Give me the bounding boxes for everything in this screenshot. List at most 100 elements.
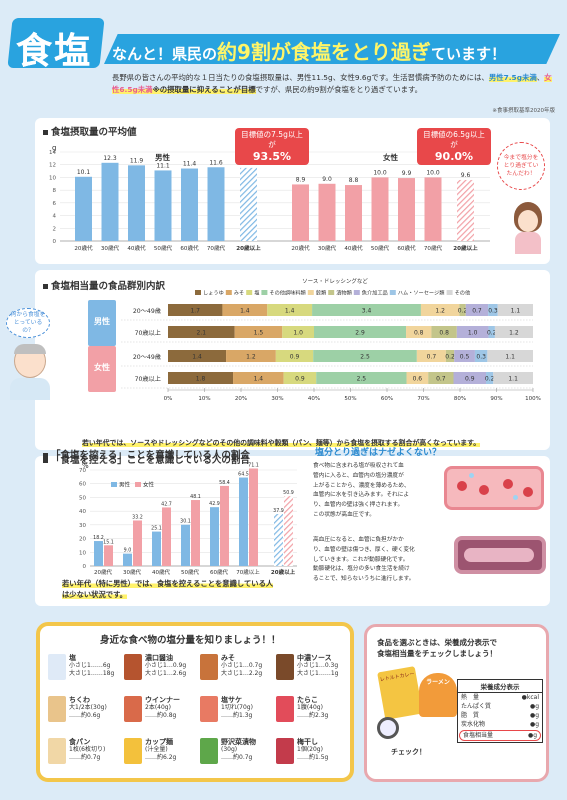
vessel-illustration-1: [444, 466, 544, 510]
aware-y-unit: %: [82, 462, 89, 470]
intake-x-tick: 30歳代: [318, 244, 337, 252]
aware-bar: [152, 531, 161, 566]
intake-y-tick: 8: [53, 188, 57, 194]
breakdown-row-label: 70歳以上: [135, 375, 161, 383]
intake-x-tick: 30歳代: [101, 244, 120, 252]
intake-y-tick: 4: [53, 214, 57, 220]
aware-bar: [249, 468, 258, 566]
breakdown-segment-label: 0.7: [436, 376, 446, 383]
breakdown-legend-item: しょうゆ: [203, 290, 224, 297]
ramen-package: ラーメン: [419, 673, 457, 717]
breakdown-segment: [454, 350, 475, 362]
intake-bar-label: 11.1: [156, 162, 170, 169]
why-title: 塩分とり過ぎはナゼよくない？: [315, 448, 442, 458]
breakdown-row-label: 20～49歳: [133, 307, 161, 315]
breakdown-segment-label: 2.5: [357, 376, 367, 383]
breakdown-segment-label: 1.4: [192, 354, 202, 361]
nutrition-table-rows: 熱 量 ●kcal たんぱく質 ●g 脂 質 ●g 炭水化物 ●g 食塩相当量 ●g: [458, 693, 542, 741]
why-line: り、血管内の壁は強く押されます。: [313, 502, 404, 509]
aware-legend-swatch: [111, 482, 117, 487]
aware-bar-label: 18.2: [93, 535, 104, 541]
breakdown-segment: [283, 372, 317, 384]
breakdown-legend-note: ソース・ドレッシングなど: [302, 277, 368, 285]
breakdown-legend-item: 穀類: [316, 289, 327, 297]
intake-bar: [240, 167, 257, 241]
intake-bar: [75, 176, 92, 241]
why-line: 高血圧になると、血管に負担がかか: [313, 537, 404, 543]
breakdown-x-tick: 10%: [198, 396, 210, 402]
intake-y-tick: 6: [53, 201, 57, 207]
intake-bar: [424, 177, 442, 241]
breakdown-segment-label: 1.2: [435, 308, 445, 315]
intake-x-tick: 20歳代: [74, 244, 93, 252]
food-image: [48, 738, 66, 764]
breakdown-x-tick: 40%: [308, 396, 320, 402]
confused-man-illustration: [8, 344, 52, 400]
breakdown-segment: [465, 304, 489, 316]
headline-bar: [104, 34, 560, 64]
food-name: たらこ: [297, 696, 318, 704]
food-image: [124, 738, 142, 764]
nutrition-value: ●g: [529, 703, 539, 710]
breakdown-segment: [445, 350, 455, 362]
aware-bar: [133, 520, 142, 566]
aware-bar: [94, 541, 103, 566]
breakdown-segment-label: 0.6: [413, 376, 423, 383]
why-line: 上がることから、濃度を薄めるため、: [313, 482, 410, 489]
intake-x-tick: 40歳代: [344, 244, 363, 252]
aware-y-tick: 60: [79, 482, 86, 488]
vessel-illustration-2: [454, 536, 546, 574]
nutrition-row: たんぱく質 ●g: [458, 702, 542, 711]
awareness-note: 若い年代（特に男性）では、食塩を控えることを意識している人 は少ない状況です。: [62, 578, 274, 600]
food-image: [276, 738, 294, 764]
intake-bar: [371, 177, 389, 241]
aware-bar-label: 50.9: [283, 490, 294, 496]
nutrition-value: ●kcal: [521, 694, 539, 701]
breakdown-segment: [313, 350, 417, 362]
aware-bar: [284, 496, 293, 566]
why-line: 動脈硬化は、塩分の多い食生活を続け: [313, 566, 410, 573]
intake-x-tick: 20歳代: [291, 244, 310, 252]
food-item: 塩小さじ1……6g 大さじ1……18g: [69, 654, 114, 679]
breakdown-segment-label: 3.4: [362, 308, 372, 315]
why-line: ることで、知らないうちに進行します。: [313, 576, 415, 583]
breakdown-x-tick: 30%: [271, 396, 283, 402]
nutrition-row: 熱 量 ●kcal: [458, 693, 542, 702]
breakdown-segment-label: 0.9: [465, 376, 475, 383]
breakdown-segment: [431, 326, 457, 338]
intake-y-tick: 10: [49, 175, 56, 181]
food-item: 梅干し 1個(20g) ……約1.5g: [297, 738, 328, 763]
aware-bar-label: 58.4: [219, 480, 230, 486]
food-amount-1: 小さじ1…0.9g: [145, 662, 187, 670]
intake-bar-label: 9.9: [402, 170, 412, 177]
breakdown-legend-swatch: [195, 290, 201, 295]
label-title-line-1: 食品を選ぶときは、栄養成分表示で: [377, 638, 497, 647]
aware-bar-label: 15.1: [103, 539, 114, 545]
source-note: ※食事摂取基準2020年版: [492, 108, 555, 114]
intake-bar: [154, 170, 172, 241]
headline-post: ています！: [430, 45, 506, 63]
intake-bar-label: 11.4: [183, 161, 197, 168]
breakdown-bubble: 何から食塩をとっているの？: [6, 308, 50, 338]
intake-x-tick: 60歳代: [397, 244, 416, 252]
food-amount-2: ……約2.3g: [297, 712, 329, 720]
intake-bar: [318, 183, 336, 241]
food-image: [276, 696, 294, 722]
intake-bar-label: 10.1: [77, 169, 91, 176]
food-image: [200, 696, 218, 722]
breakdown-segment-label: 1.0: [468, 330, 478, 337]
intake-chart: g 0 2 4 6 8 10 12 14 10.1 20歳代 12.3 30歳代 11.9 40歳代 11.1…: [49, 144, 490, 252]
food-image: [200, 738, 218, 764]
headline-pre: なんと！県民の: [112, 45, 218, 63]
breakdown-segment-label: 1.2: [246, 354, 256, 361]
food-amount-2: ……約1.3g: [221, 712, 253, 720]
aware-bar: [239, 477, 248, 566]
food-amount-2: 大さじ1……1g: [297, 670, 339, 678]
aware-y-tick: 50: [79, 495, 86, 501]
aware-y-tick: 10: [79, 550, 86, 556]
intake-bar: [207, 167, 225, 241]
food-image: [124, 696, 142, 722]
food-amount-1: 小さじ1…0.3g: [297, 662, 339, 670]
food-amount-1: (汁全量): [145, 746, 168, 754]
breakdown-card: 食塩相当量の食品群別内訳 ソース・ドレッシングなど しょうゆ みそ 塩 その他調味料類 穀…: [35, 270, 550, 450]
